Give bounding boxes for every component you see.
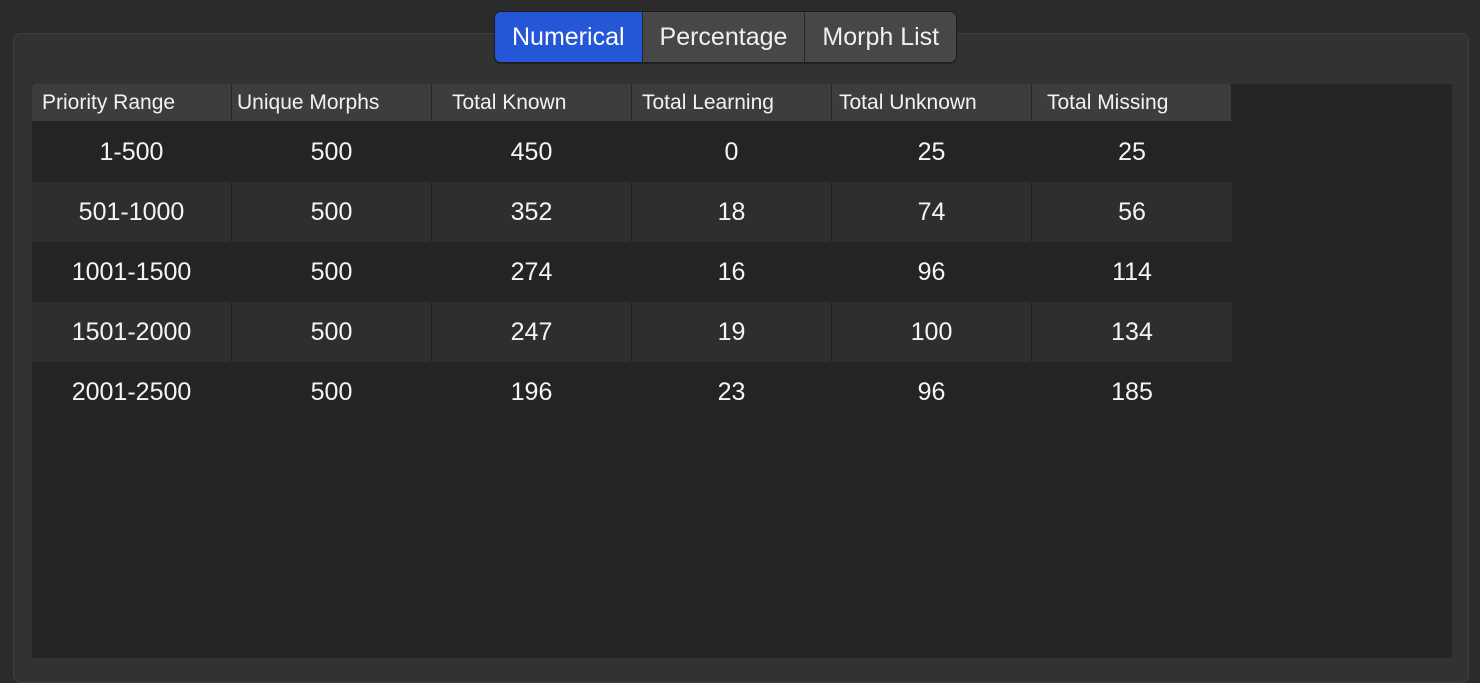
table-row[interactable]: 1001-1500 500 274 16 96 114 bbox=[32, 242, 1232, 302]
tab-numerical[interactable]: Numerical bbox=[495, 12, 643, 62]
cell-total-unknown: 25 bbox=[832, 122, 1032, 182]
statistics-table[interactable]: Priority Range Unique Morphs Total Known… bbox=[32, 84, 1452, 658]
column-header-total-unknown[interactable]: Total Unknown bbox=[832, 84, 1032, 122]
table-row[interactable]: 1501-2000 500 247 19 100 134 bbox=[32, 302, 1232, 362]
table-row[interactable]: 2001-2500 500 196 23 96 185 bbox=[32, 362, 1232, 422]
cell-unique-morphs: 500 bbox=[232, 122, 432, 182]
tab-morph-list[interactable]: Morph List bbox=[805, 12, 957, 62]
cell-total-unknown: 100 bbox=[832, 302, 1032, 362]
cell-total-missing: 25 bbox=[1118, 138, 1146, 166]
cell-total-known: 450 bbox=[432, 122, 632, 182]
cell-total-learning: 16 bbox=[632, 242, 832, 302]
cell-priority-range: 1-500 bbox=[32, 122, 232, 182]
cell-total-known: 352 bbox=[432, 182, 632, 242]
cell-total-known: 274 bbox=[432, 242, 632, 302]
cell-priority-range: 2001-2500 bbox=[32, 362, 232, 422]
column-header-priority-range[interactable]: Priority Range bbox=[32, 84, 232, 122]
cell-unique-morphs: 500 bbox=[232, 362, 432, 422]
cell-total-missing: 56 bbox=[1118, 198, 1146, 226]
table-row[interactable]: 1-500 500 450 0 25 25 bbox=[32, 122, 1232, 182]
cell-total-learning: 18 bbox=[632, 182, 832, 242]
table-row[interactable]: 501-1000 500 352 18 74 56 bbox=[32, 182, 1232, 242]
cell-priority-range: 1001-1500 bbox=[32, 242, 232, 302]
tab-percentage[interactable]: Percentage bbox=[642, 12, 806, 62]
cell-total-unknown: 96 bbox=[832, 242, 1032, 302]
cell-total-known: 247 bbox=[432, 302, 632, 362]
table-header: Priority Range Unique Morphs Total Known… bbox=[32, 84, 1232, 122]
cell-unique-morphs: 500 bbox=[232, 302, 432, 362]
column-header-total-learning[interactable]: Total Learning bbox=[632, 84, 832, 122]
cell-priority-range: 501-1000 bbox=[32, 182, 232, 242]
view-tab-bar: Numerical Percentage Morph List bbox=[494, 11, 958, 63]
cell-total-learning: 19 bbox=[632, 302, 832, 362]
cell-total-missing: 185 bbox=[1111, 378, 1153, 406]
cell-unique-morphs: 500 bbox=[232, 182, 432, 242]
cell-total-unknown: 74 bbox=[832, 182, 1032, 242]
column-header-total-missing[interactable]: Total Missing bbox=[1032, 84, 1232, 122]
cell-total-learning: 23 bbox=[632, 362, 832, 422]
cell-total-missing: 114 bbox=[1112, 258, 1152, 286]
table-body: 1-500 500 450 0 25 25 501-1000 500 352 1… bbox=[32, 122, 1232, 422]
cell-total-learning: 0 bbox=[632, 122, 832, 182]
column-header-total-known[interactable]: Total Known bbox=[432, 84, 632, 122]
cell-total-known: 196 bbox=[432, 362, 632, 422]
cell-total-missing: 134 bbox=[1111, 318, 1153, 346]
column-header-unique-morphs[interactable]: Unique Morphs bbox=[232, 84, 432, 122]
cell-total-unknown: 96 bbox=[832, 362, 1032, 422]
cell-priority-range: 1501-2000 bbox=[32, 302, 232, 362]
cell-unique-morphs: 500 bbox=[232, 242, 432, 302]
